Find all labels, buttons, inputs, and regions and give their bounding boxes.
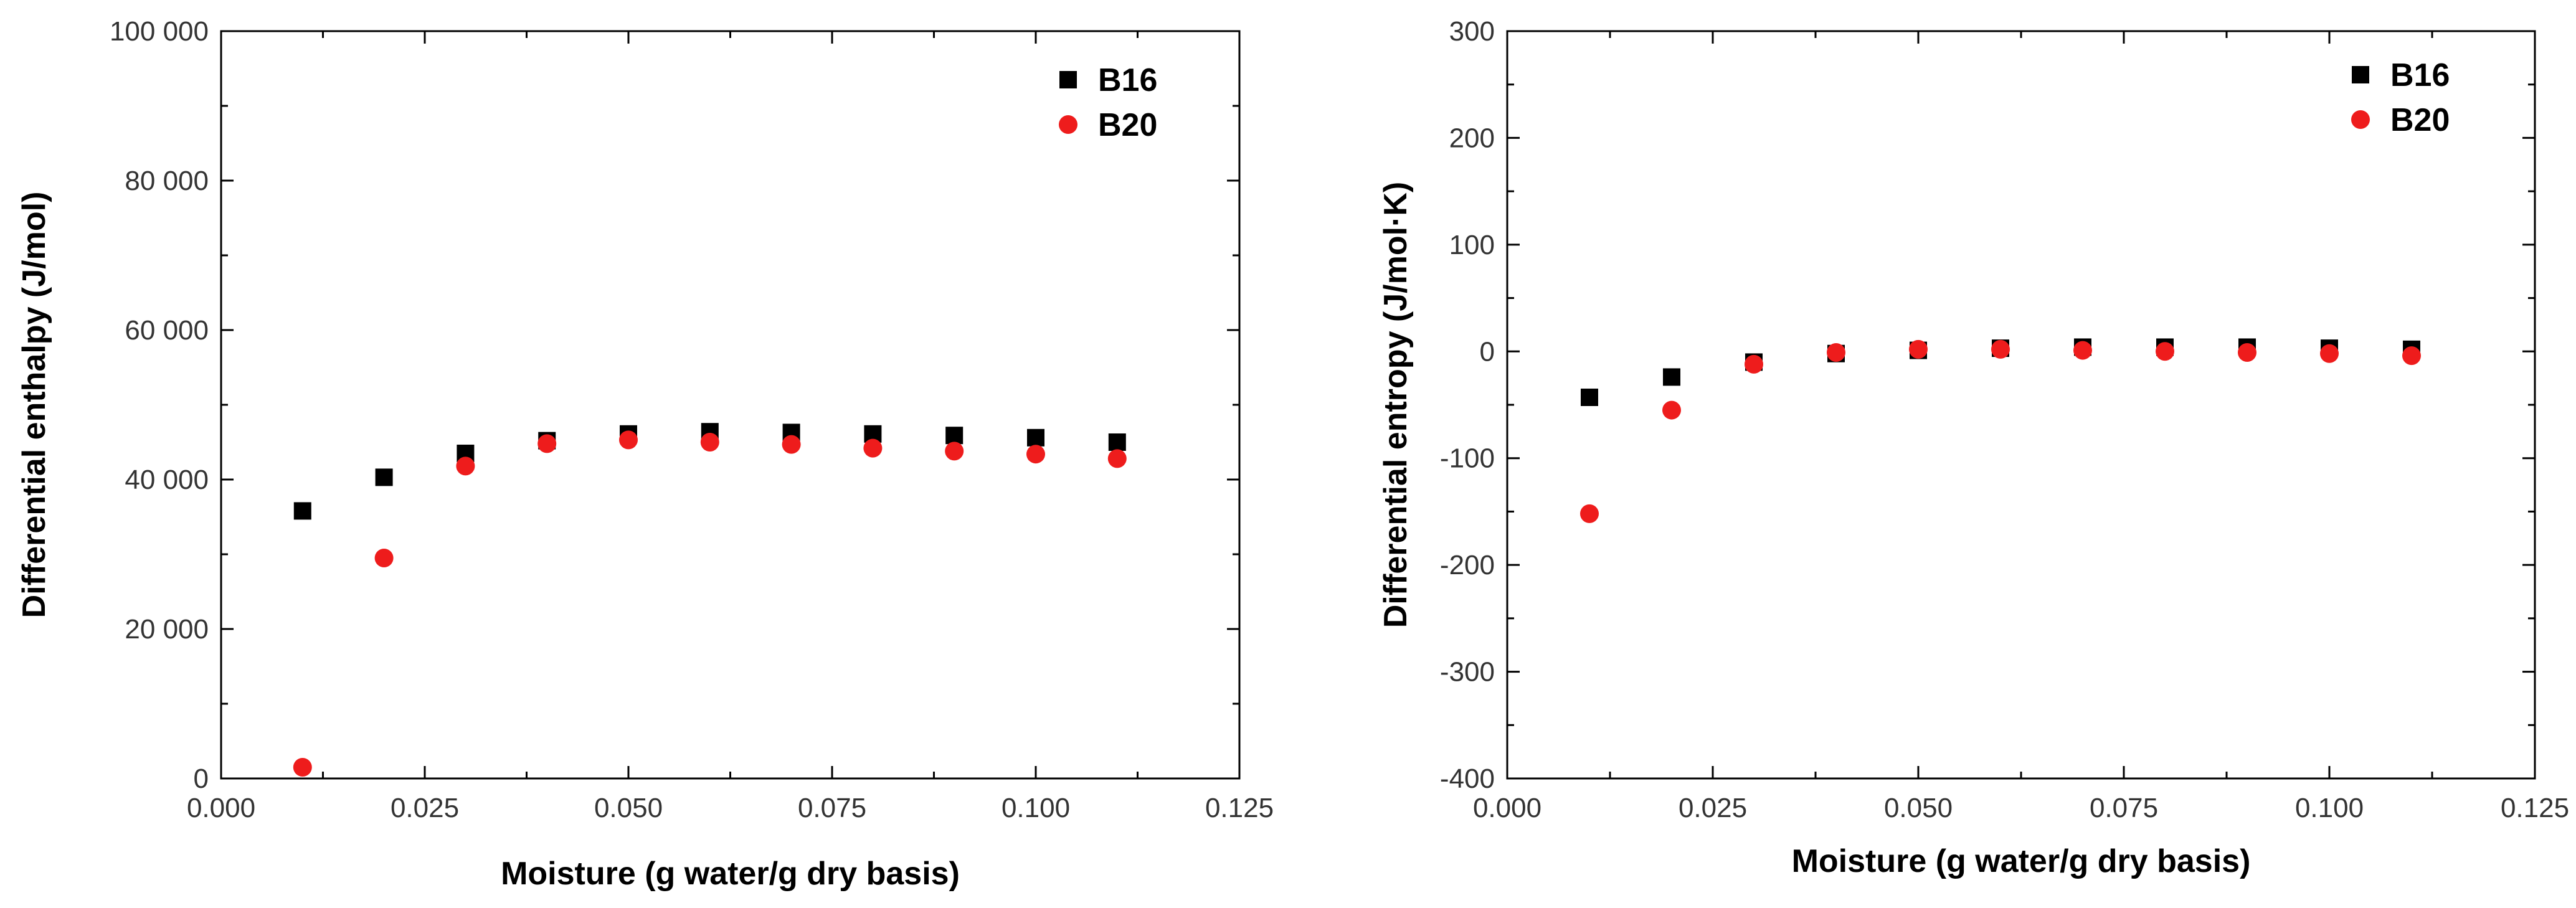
enthalpy-x-tick-label: 0.000 bbox=[187, 793, 255, 823]
enthalpy-y-tick-label: 100 000 bbox=[110, 16, 209, 47]
entropy-y-tick-label: 100 bbox=[1449, 230, 1495, 260]
entropy-b20-point bbox=[1909, 339, 1928, 359]
entropy-legend-label-b20: B20 bbox=[2390, 102, 2450, 138]
enthalpy-b16-point bbox=[1108, 433, 1126, 451]
enthalpy-b20-point bbox=[374, 549, 394, 567]
enthalpy-x-tick-label: 0.075 bbox=[798, 793, 866, 823]
enthalpy-b20-point bbox=[456, 456, 475, 476]
entropy-chart: 0.000 0.025 0.050 0.075 0.100 0.125 -400 -300 -2… bbox=[1378, 16, 2569, 879]
enthalpy-x-tick-label: 0.025 bbox=[391, 793, 459, 823]
enthalpy-x-tick-label: 0.050 bbox=[594, 793, 663, 823]
enthalpy-b16-point bbox=[945, 427, 964, 445]
entropy-b20-point bbox=[1827, 343, 1845, 362]
entropy-b20-point bbox=[2073, 341, 2092, 360]
entropy-x-tick-label: 0.000 bbox=[1473, 793, 1541, 823]
enthalpy-y-tick-label: 40 000 bbox=[125, 465, 209, 495]
entropy-y-axis-title: Differential entropy (J/mol·K) bbox=[1378, 182, 1414, 628]
entropy-y-tick-label: -200 bbox=[1440, 550, 1495, 580]
enthalpy-b20-point bbox=[1107, 449, 1127, 468]
enthalpy-b20-point bbox=[619, 430, 638, 450]
entropy-b20-point bbox=[1745, 354, 1763, 374]
enthalpy-x-tick-label: 0.125 bbox=[1205, 793, 1274, 823]
entropy-b20-point bbox=[2402, 346, 2421, 366]
enthalpy-y-tick-label: 60 000 bbox=[125, 315, 209, 346]
entropy-y-tick-label: 300 bbox=[1449, 16, 1495, 47]
entropy-y-tick-label: 0 bbox=[1480, 336, 1495, 367]
enthalpy-b20-point bbox=[700, 433, 719, 452]
enthalpy-b20-point bbox=[293, 758, 312, 777]
enthalpy-chart: 0.000 0.025 0.050 0.075 0.100 0.125 0 20 000 40 … bbox=[16, 16, 1274, 892]
entropy-b20-point bbox=[2238, 343, 2256, 362]
enthalpy-b20-point bbox=[782, 435, 801, 454]
enthalpy-b20-point bbox=[945, 442, 964, 461]
entropy-legend-marker-b16 bbox=[2352, 66, 2369, 83]
entropy-b20-point bbox=[2320, 344, 2339, 363]
enthalpy-x-axis-title: Moisture (g water/g dry basis) bbox=[501, 856, 960, 892]
entropy-x-tick-label: 0.025 bbox=[1679, 793, 1747, 823]
enthalpy-y-tick-label: 80 000 bbox=[125, 166, 209, 196]
entropy-b16-point bbox=[1581, 389, 1598, 406]
entropy-y-tick-label: -400 bbox=[1440, 764, 1495, 794]
entropy-y-tick-label: 200 bbox=[1449, 123, 1495, 153]
entropy-x-tick-label: 0.100 bbox=[2295, 793, 2364, 823]
enthalpy-legend-label-b20: B20 bbox=[1098, 107, 1157, 143]
entropy-b16-point bbox=[1663, 368, 1680, 386]
enthalpy-b16-point bbox=[293, 502, 311, 520]
enthalpy-y-tick-label: 20 000 bbox=[125, 614, 209, 645]
entropy-legend-label-b16: B16 bbox=[2390, 57, 2450, 93]
entropy-b20-point bbox=[1662, 400, 1681, 420]
entropy-x-tick-label: 0.125 bbox=[2501, 793, 2569, 823]
enthalpy-b20-point bbox=[537, 434, 557, 453]
entropy-legend-marker-b20 bbox=[2351, 110, 2370, 129]
enthalpy-b16-point bbox=[1027, 428, 1044, 447]
entropy-x-axis-title: Moisture (g water/g dry basis) bbox=[1792, 843, 2251, 879]
enthalpy-b16-point bbox=[375, 468, 393, 486]
enthalpy-x-tick-label: 0.100 bbox=[1002, 793, 1070, 823]
entropy-x-tick-label: 0.075 bbox=[2090, 793, 2158, 823]
entropy-b20-point bbox=[2156, 342, 2174, 361]
entropy-b20-point bbox=[1991, 339, 2010, 359]
enthalpy-b20-point bbox=[1026, 445, 1045, 464]
enthalpy-legend-marker-b20 bbox=[1059, 115, 1077, 134]
entropy-y-tick-label: -300 bbox=[1440, 657, 1495, 688]
entropy-b20-point bbox=[1580, 504, 1599, 523]
enthalpy-y-axis-title: Differential enthalpy (J/mol) bbox=[16, 192, 52, 618]
enthalpy-legend-marker-b16 bbox=[1059, 71, 1077, 88]
entropy-x-tick-label: 0.050 bbox=[1884, 793, 1953, 823]
enthalpy-y-tick-label: 0 bbox=[194, 764, 209, 794]
enthalpy-b20-point bbox=[863, 438, 883, 458]
entropy-y-tick-label: -100 bbox=[1440, 443, 1495, 474]
enthalpy-legend-label-b16: B16 bbox=[1098, 62, 1157, 98]
